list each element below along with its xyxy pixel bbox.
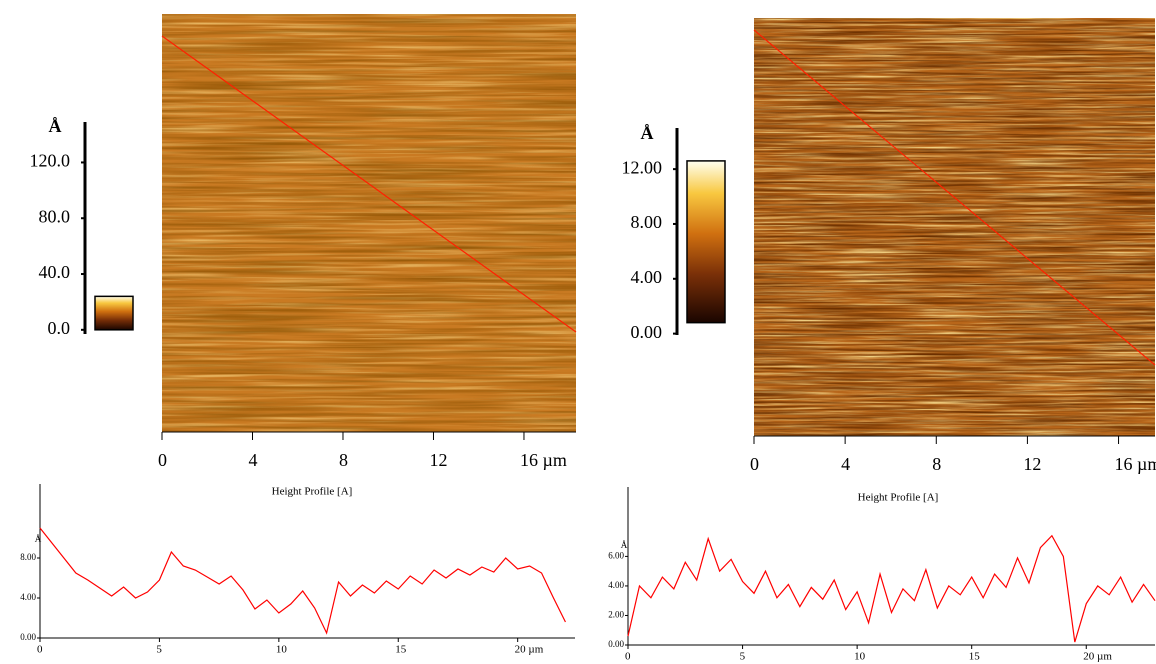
profile-line [627,534,1156,643]
x-tick-label: 0 [625,651,631,663]
x-tick-label: 15 [969,651,981,663]
colorbar-tick-label: 4.00 [631,267,663,287]
afm-texture [754,18,1155,436]
x-tick-label: 5 [156,644,162,656]
colorbar [94,295,134,331]
chart-title: Height Profile [A] [858,492,939,504]
colorbar-tick-label: 80.0 [39,206,71,226]
x-tick-label: 15 [395,644,407,656]
colorbar-tick-label: 40.0 [39,262,71,282]
x-tick-label: 8 [339,450,348,470]
x-tick-label: 16 µm [520,450,567,470]
x-tick-label: 4 [248,450,257,470]
y-tick-label: 6.00 [608,550,624,560]
y-tick-label: 2.00 [608,610,624,620]
y-tick-label: 0.00 [20,632,36,642]
colorbar-tick-label: 12.00 [622,157,663,177]
x-tick-label: 0 [158,450,167,470]
x-tick-label: 16 µm [1115,454,1156,474]
x-tick-label: 12 [1023,454,1041,474]
x-tick-label: 5 [740,651,746,663]
x-tick-label: 20 µm [1083,651,1112,663]
colorbar-tick-label: 8.00 [631,212,663,232]
colorbar-tick-label: 120.0 [30,151,71,171]
x-tick-label: 0 [37,644,43,656]
x-tick-label: 0 [750,454,759,474]
x-tick-label: 12 [429,450,447,470]
x-tick-label: 4 [841,454,850,474]
profile-path [161,35,577,333]
x-tick-label: 10 [276,644,288,656]
x-tick-label: 8 [932,454,941,474]
colorbar-unit: Å [641,123,654,143]
y-axis-label: Å [35,534,42,544]
afm-texture [162,14,576,432]
colorbar-unit: Å [49,116,62,136]
y-tick-label: 8.00 [20,552,36,562]
y-axis-label: Å [621,540,628,550]
colorbar [686,160,726,324]
profile-line [39,527,566,635]
profile-path [753,29,1156,366]
x-tick-label: 20 µm [515,644,544,656]
y-tick-label: 4.00 [20,592,36,602]
y-tick-label: 4.00 [608,580,624,590]
colorbar-tick-label: 0.00 [631,322,663,342]
chart-title: Height Profile [A] [272,486,353,498]
colorbar-tick-label: 0.0 [48,318,71,338]
y-tick-label: 0.00 [608,639,624,649]
x-tick-label: 10 [854,651,866,663]
